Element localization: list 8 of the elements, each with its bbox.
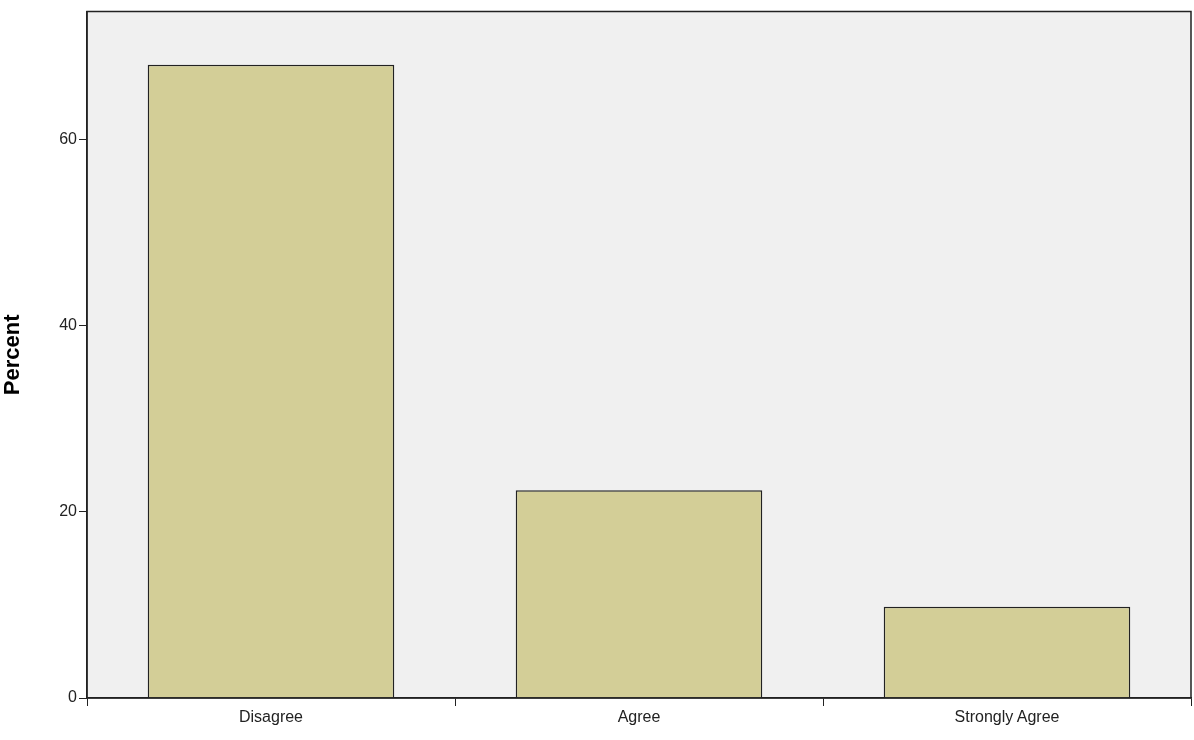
- y-tick-label: 60: [59, 129, 78, 147]
- y-tick-label: 0: [68, 688, 78, 706]
- x-tick-label: Agree: [617, 708, 661, 726]
- y-axis-title: Percent: [0, 313, 25, 396]
- y-tick-label: 40: [59, 315, 78, 333]
- x-tick-label: Disagree: [238, 708, 304, 726]
- y-tick-label: 20: [59, 502, 78, 520]
- x-tick-label: Strongly Agree: [954, 708, 1060, 726]
